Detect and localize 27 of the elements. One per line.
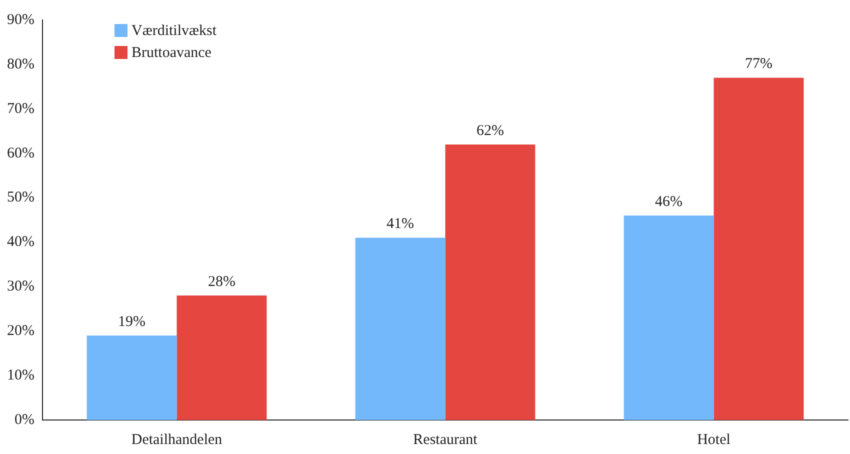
data-label: 77% (744, 56, 772, 72)
bar (176, 296, 267, 420)
data-label: 62% (476, 122, 504, 139)
y-tick-label: 60% (6, 145, 34, 162)
x-tick-label: Restaurant (413, 432, 478, 448)
data-label: 46% (655, 194, 683, 210)
bar (355, 238, 446, 420)
data-label: 19% (118, 314, 146, 330)
x-tick-label: Detailhandelen (131, 432, 223, 448)
legend-label: Bruttoavance (131, 44, 212, 61)
data-label: 41% (386, 216, 414, 232)
y-tick-label: 10% (6, 367, 34, 384)
y-tick-label: 0% (14, 412, 34, 428)
bar (624, 216, 714, 420)
y-tick-label: 80% (6, 56, 34, 72)
bar (714, 78, 804, 420)
y-tick-label: 20% (6, 323, 34, 340)
bar (86, 336, 177, 420)
y-tick-label: 90% (6, 12, 34, 28)
y-tick-label: 30% (6, 278, 34, 295)
y-tick-label: 50% (6, 190, 34, 206)
bar (445, 144, 536, 420)
data-label: 28% (208, 274, 236, 290)
y-tick-label: 40% (6, 234, 34, 250)
y-tick-label: 70% (6, 100, 34, 117)
legend-label: Værditilvækst (131, 22, 218, 39)
x-tick-label: Hotel (697, 432, 730, 448)
